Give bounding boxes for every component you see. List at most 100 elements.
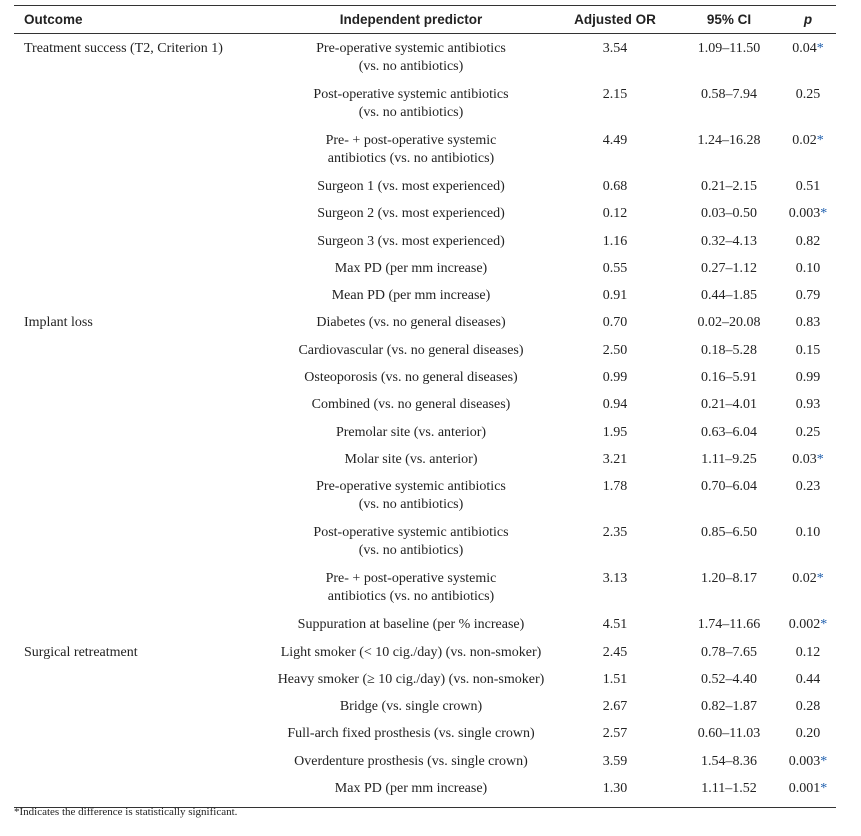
table-row: Max PD (per mm increase) 0.55 0.27–1.12 0.1… [14, 260, 836, 287]
p-value-cell: 0.82 [784, 233, 832, 251]
header-outcome: Outcome [24, 12, 83, 27]
significance-marker: * [820, 206, 828, 222]
adjusted-or-cell: 1.30 [602, 781, 628, 797]
p-value: 0.02 [792, 133, 817, 148]
ci-cell: 0.70–6.04 [701, 479, 757, 495]
p-value-cell: 0.99 [784, 369, 832, 387]
p-value: 0.04 [792, 41, 817, 56]
adjusted-or-cell: 0.55 [602, 260, 628, 276]
predictor-line-2: (vs. no antibiotics) [358, 497, 464, 513]
p-value-cell: 0.28 [784, 698, 832, 716]
ci-cell: 1.24–16.28 [697, 133, 761, 148]
ci-cell: 0.78–7.65 [701, 644, 757, 660]
adjusted-or-cell: 2.35 [602, 525, 628, 541]
p-value-cell: 0.44 [784, 671, 832, 689]
ci-cell: 1.74–11.66 [697, 617, 761, 633]
p-value: 0.002 [788, 617, 821, 633]
adjusted-or-cell: 3.13 [602, 571, 628, 587]
ci-cell: 0.27–1.12 [701, 260, 757, 276]
significance-marker: * [820, 617, 828, 633]
predictor-line-1: Osteoporosis (vs. no general diseases) [304, 370, 518, 386]
ci-cell: 0.52–4.40 [701, 671, 757, 687]
predictor-line-2: antibiotics (vs. no antibiotics) [327, 151, 495, 166]
predictor-line-1: Cardiovascular (vs. no general diseases) [298, 342, 524, 358]
predictor-line-1: Heavy smoker (≥ 10 cig./day) (vs. non-sm… [277, 671, 545, 687]
adjusted-or-cell: 2.15 [602, 87, 628, 102]
outcome-cell: Implant loss [24, 315, 93, 331]
predictor-line-1: Light smoker (< 10 cig./day) (vs. non-sm… [280, 644, 542, 660]
predictor-line-1: Combined (vs. no general diseases) [311, 397, 511, 413]
ci-cell: 0.21–2.15 [701, 179, 757, 194]
predictor-cell: Pre-operative systemic antibiotics (vs. n… [266, 40, 556, 76]
predictor-cell: Post-operative systemic antibiotics (vs. … [266, 86, 556, 122]
p-value: 0.10 [795, 260, 821, 276]
predictor-line-1: Post-operative systemic antibiotics [313, 525, 509, 541]
p-value: 0.003 [788, 206, 821, 222]
adjusted-or-cell: 2.45 [602, 644, 628, 660]
p-value-cell: 0.12 [784, 644, 832, 662]
p-value-cell: 0.23 [784, 478, 832, 496]
predictor-cell: Suppuration at baseline (per % increase) [266, 616, 556, 634]
table-row: Pre- + post-operative systemic antibiotic… [14, 570, 836, 616]
predictor-line-1: Diabetes (vs. no general diseases) [316, 315, 506, 331]
p-value: 0.15 [795, 342, 821, 358]
significance-marker: * [816, 41, 824, 56]
adjusted-or-cell: 1.16 [602, 233, 628, 249]
p-value: 0.02 [792, 571, 817, 587]
ci-cell: 1.09–11.50 [697, 41, 761, 56]
table-row: Full-arch fixed prosthesis (vs. single c… [14, 725, 836, 752]
predictor-cell: Full-arch fixed prosthesis (vs. single c… [266, 725, 556, 743]
adjusted-or-cell: 0.99 [602, 370, 628, 386]
predictor-line-1: Surgeon 3 (vs. most experienced) [317, 233, 505, 249]
p-value: 0.25 [795, 424, 821, 440]
table-row: Combined (vs. no general diseases) 0.94 0.… [14, 396, 836, 423]
significance-marker: * [816, 571, 824, 587]
predictor-cell: Pre- + post-operative systemic antibiotic… [266, 570, 556, 606]
p-value-cell: 0.15 [784, 342, 832, 360]
predictor-cell: Mean PD (per mm increase) [266, 287, 556, 305]
significance-marker: * [820, 781, 828, 797]
table-row: Overdenture prosthesis (vs. single crown… [14, 753, 836, 780]
p-value-cell: 0.10 [784, 524, 832, 542]
ci-cell: 0.85–6.50 [701, 525, 757, 541]
p-value-cell: 0.10 [784, 260, 832, 278]
outcome-cell: Treatment success (T2, Criterion 1) [24, 41, 223, 56]
table-row: Molar site (vs. anterior) 3.21 1.11–9.25 0.… [14, 451, 836, 478]
predictor-cell: Diabetes (vs. no general diseases) [266, 314, 556, 332]
ci-cell: 0.63–6.04 [701, 424, 757, 440]
ci-cell: 0.32–4.13 [701, 233, 757, 249]
results-table: Outcome Independent predictor Adjusted O… [14, 5, 836, 809]
ci-cell: 0.03–0.50 [701, 206, 757, 222]
table-row: Surgeon 2 (vs. most experienced) 0.12 0.03… [14, 205, 836, 232]
ci-cell: 1.11–1.52 [701, 781, 757, 797]
table-row: Treatment success (T2, Criterion 1) Pre-o… [14, 34, 836, 86]
predictor-line-1: Pre-operative systemic antibiotics [316, 41, 506, 56]
predictor-line-1: Full-arch fixed prosthesis (vs. single c… [287, 726, 535, 742]
header-adjusted-or: Adjusted OR [574, 12, 656, 27]
predictor-line-1: Molar site (vs. anterior) [344, 451, 478, 467]
predictor-cell: Bridge (vs. single crown) [266, 698, 556, 716]
predictor-cell: Pre- + post-operative systemic antibiotic… [266, 132, 556, 168]
adjusted-or-cell: 2.50 [602, 342, 628, 358]
adjusted-or-cell: 3.59 [602, 753, 628, 769]
predictor-cell: Premolar site (vs. anterior) [266, 424, 556, 442]
table-row: Mean PD (per mm increase) 0.91 0.44–1.85 0.… [14, 287, 836, 314]
p-value: 0.10 [795, 525, 821, 541]
header-p: p [803, 12, 813, 27]
adjusted-or-cell: 4.51 [602, 617, 628, 633]
outcome-cell: Surgical retreatment [24, 644, 138, 660]
adjusted-or-cell: 4.49 [602, 133, 628, 148]
adjusted-or-cell: 2.57 [602, 726, 628, 742]
table-body: Treatment success (T2, Criterion 1) Pre-o… [14, 34, 836, 807]
p-value: 0.03 [792, 451, 817, 467]
predictor-line-1: Overdenture prosthesis (vs. single crown… [294, 753, 528, 769]
ci-cell: 0.21–4.01 [701, 397, 757, 413]
header-predictor: Independent predictor [339, 12, 483, 27]
p-value-cell: 0.20 [784, 725, 832, 743]
ci-cell: 0.82–1.87 [701, 699, 757, 715]
p-value: 0.79 [795, 288, 821, 304]
p-value-cell: 0.25 [784, 424, 832, 442]
table-row: Osteoporosis (vs. no general diseases) 0.… [14, 369, 836, 396]
table-row: Surgeon 3 (vs. most experienced) 1.16 0.32… [14, 233, 836, 260]
p-value: 0.12 [795, 644, 821, 660]
